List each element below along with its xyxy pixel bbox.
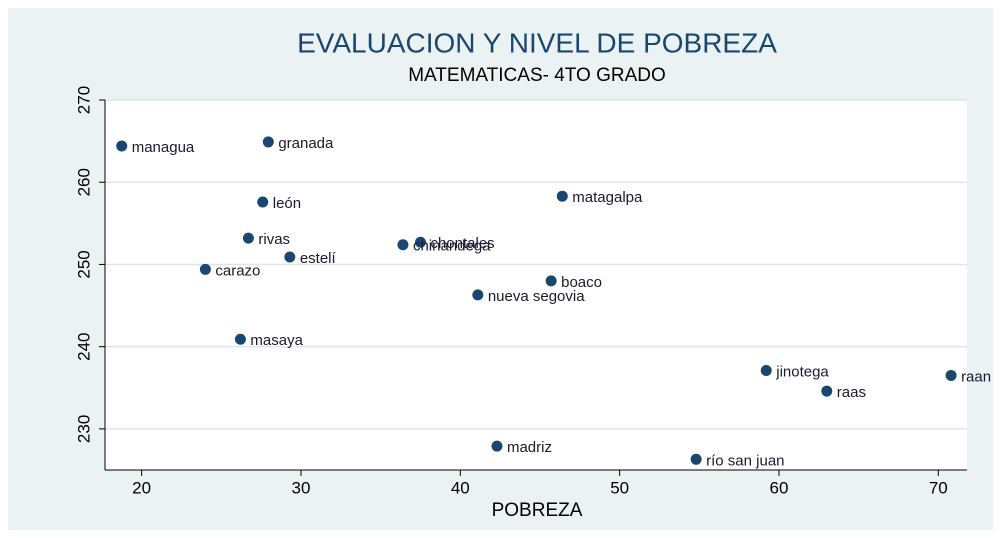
point [821,385,833,397]
point [234,333,246,345]
point [199,263,211,275]
x-tick-label: 30 [292,478,311,497]
point-label: rivas [258,231,290,248]
point-label: raan [961,368,991,385]
x-tick-label: 70 [929,478,948,497]
point [242,232,254,244]
point [760,365,772,377]
point-label: carazo [215,262,260,279]
x-axis-label: POBREZA [492,500,583,521]
point-label: río san juan [706,452,784,469]
x-tick-label: 50 [610,478,629,497]
point-label: granada [278,135,334,152]
point-label: managua [132,139,195,156]
point [690,453,702,465]
point-label: nueva segovia [488,288,585,305]
point-label: boaco [561,274,602,291]
x-tick-label: 60 [770,478,789,497]
x-tick-label: 40 [451,478,470,497]
point [945,369,957,381]
chart-title: EVALUACION Y NIVEL DE POBREZA [297,27,777,58]
point [397,239,409,251]
chart-subtitle: MATEMATICAS- 4TO GRADO [408,65,666,86]
y-tick-label: 270 [74,86,93,114]
point [284,251,296,263]
point [257,196,269,208]
point-label: masaya [250,332,303,349]
point [414,236,426,248]
y-tick-label: 240 [74,332,93,360]
point [116,140,128,152]
point-label: madriz [507,439,552,456]
point [556,190,568,202]
point [491,440,503,452]
point [472,289,484,301]
y-tick-label: 260 [74,168,93,196]
point [545,275,557,287]
y-tick-label: 250 [74,250,93,278]
point-label: estelí [300,250,337,267]
point [262,136,274,148]
point-label: león [273,195,301,212]
y-tick-label: 230 [74,415,93,443]
x-tick-label: 20 [132,478,151,497]
point-label: raas [837,384,866,401]
point-label: chinandega [413,238,491,255]
plot-area [105,100,967,470]
point-label: chontales [430,235,494,252]
point-label: matagalpa [572,189,643,206]
point-label: jinotega [775,363,829,380]
